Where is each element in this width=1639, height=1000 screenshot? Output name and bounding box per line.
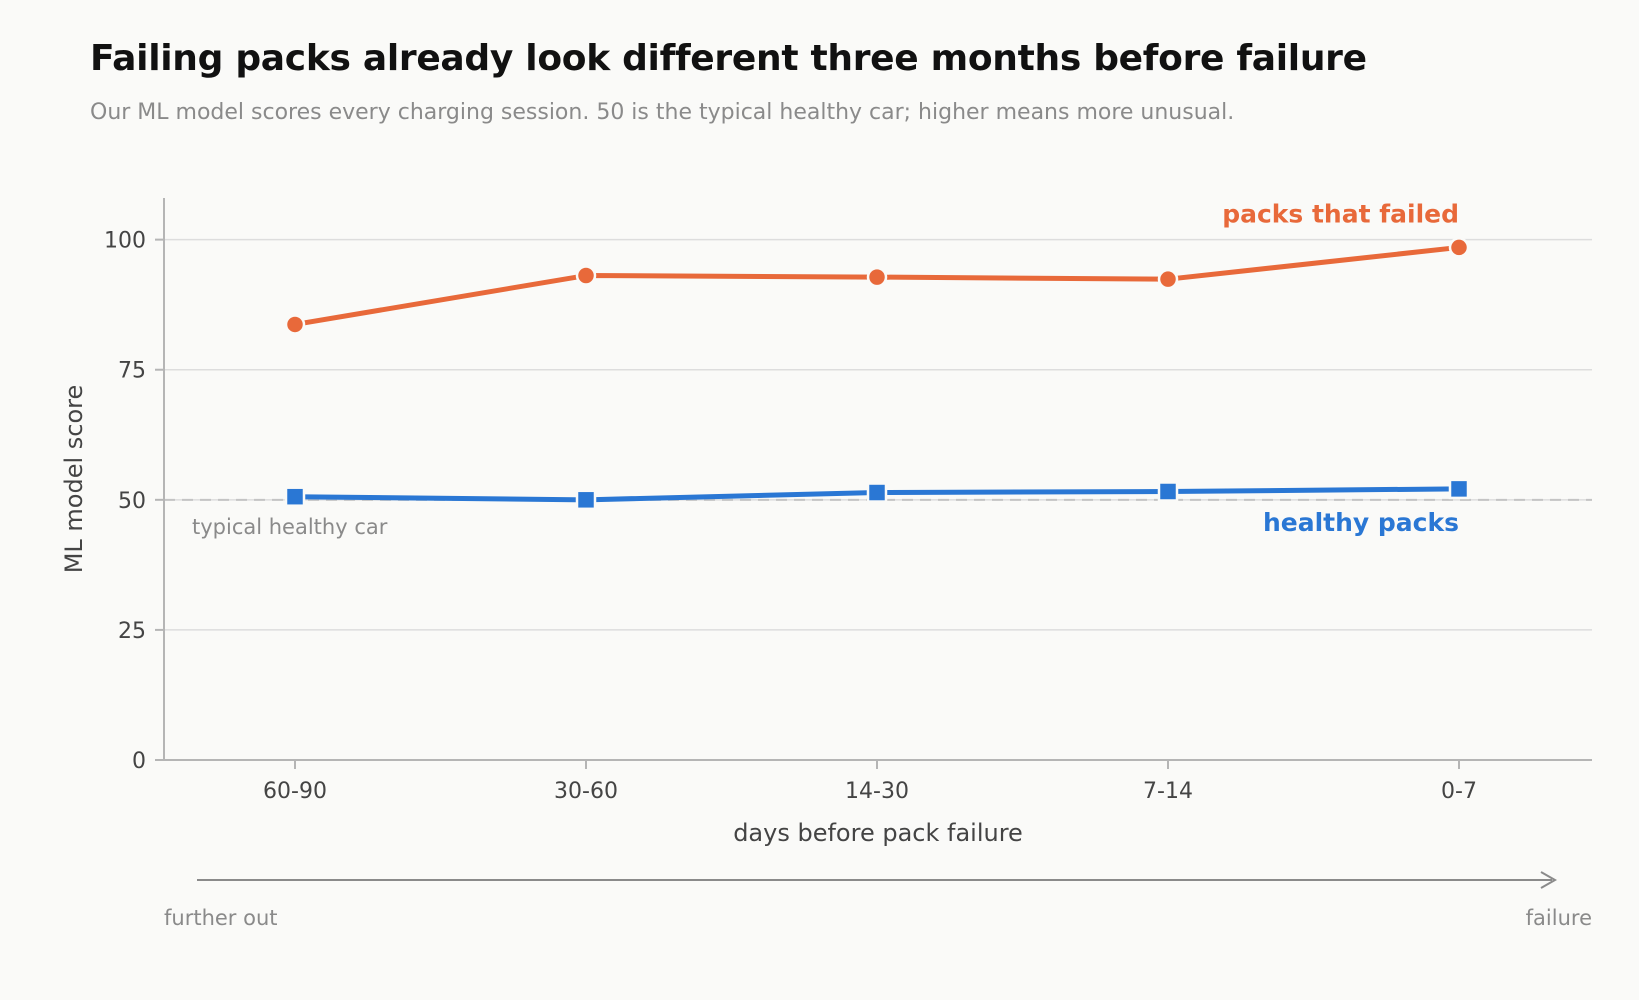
x-tick-label: 30-60 <box>554 779 618 804</box>
x-axis-title: days before pack failure <box>733 819 1023 847</box>
data-point-healthy <box>1448 478 1470 500</box>
series-label-failed: packs that failed <box>1222 199 1459 228</box>
direction-arrow-head <box>1540 871 1558 889</box>
x-tick-label: 60-90 <box>263 779 327 804</box>
gridlines <box>164 238 1592 631</box>
labels: packs that failed healthy packs further ou… <box>164 199 1592 930</box>
y-axis-title: ML model score <box>60 385 88 574</box>
chart-subtitle: Our ML model scores every charging sessi… <box>90 100 1235 125</box>
y-tick-label: 50 <box>118 489 146 514</box>
data-point-failed <box>1448 237 1470 258</box>
data-point-healthy <box>866 482 888 503</box>
x-tick-label: 14-30 <box>845 779 909 804</box>
series-label-healthy: healthy packs <box>1263 508 1459 537</box>
data-point-failed <box>1157 268 1179 290</box>
x-tick-label: 7-14 <box>1143 779 1193 804</box>
data-point-healthy <box>284 486 306 507</box>
y-tick-label: 0 <box>132 749 146 774</box>
data-point-failed <box>575 265 597 286</box>
series-group <box>284 237 1470 511</box>
x-tick-label: 0-7 <box>1441 779 1477 804</box>
axes: 0 25 50 75 100 60-90 30-60 14-30 7-14 0-7 days bef… <box>60 198 1592 847</box>
data-point-healthy <box>1157 481 1179 502</box>
y-tick-label: 25 <box>118 619 146 644</box>
data-point-failed <box>866 266 888 288</box>
reference-line-label: typical healthy car <box>192 515 388 539</box>
data-point-healthy <box>575 489 597 511</box>
y-tick-label: 100 <box>104 229 146 254</box>
chart-title: Failing packs already look different thr… <box>90 38 1367 79</box>
data-point-failed <box>284 314 306 335</box>
direction-label-left: further out <box>164 906 278 930</box>
y-tick-label: 75 <box>118 359 146 384</box>
direction-label-right: failure <box>1526 906 1592 930</box>
